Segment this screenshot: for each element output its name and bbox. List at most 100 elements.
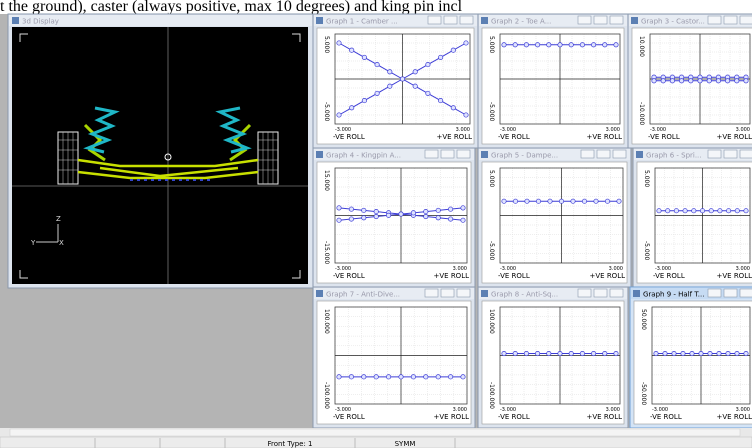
window-title: Graph 1 - Camber ... — [326, 18, 398, 26]
window-button[interactable] — [578, 16, 591, 24]
curve-point — [461, 206, 465, 210]
curve-point — [464, 41, 468, 45]
curve-point — [717, 351, 721, 355]
graph-window: Graph 7 - Anti-Dive...100.000-100.000-3.… — [313, 287, 475, 428]
screen: t the ground), caster (always positive, … — [0, 0, 752, 448]
window-button[interactable] — [457, 289, 470, 297]
window-button[interactable] — [597, 150, 610, 158]
y-min-label: -100.000 — [488, 382, 495, 409]
curve-point — [707, 79, 711, 83]
neg-roll-label: -VE ROLL — [498, 272, 530, 280]
curve-point — [464, 113, 468, 117]
plot-panel — [317, 301, 471, 424]
window-icon — [12, 17, 19, 24]
window-button[interactable] — [708, 16, 721, 24]
curve-point — [718, 209, 722, 213]
window-button[interactable] — [740, 289, 752, 297]
curve-point — [744, 209, 748, 213]
window-button[interactable] — [578, 289, 591, 297]
window-icon — [481, 290, 488, 297]
window-button[interactable] — [441, 150, 454, 158]
window-button[interactable] — [444, 16, 457, 24]
curve-point — [617, 199, 621, 203]
curve-point — [605, 199, 609, 203]
curve-point — [438, 55, 442, 59]
curve-point — [725, 79, 729, 83]
neg-roll-label: -VE ROLL — [333, 272, 365, 280]
window-button[interactable] — [457, 150, 470, 158]
pos-roll-label: +VE ROLL — [437, 133, 473, 141]
window-title: Graph 8 - Anti-Sq... — [491, 291, 558, 299]
display-window: 3d Display Z Y X — [8, 14, 313, 288]
y-min-label: -15.000 — [323, 241, 330, 264]
curve-point — [603, 43, 607, 47]
curve-point — [438, 98, 442, 102]
curve-point — [436, 208, 440, 212]
curve-point — [672, 351, 676, 355]
window-button[interactable] — [425, 289, 438, 297]
window-button[interactable] — [460, 16, 473, 24]
window-button[interactable] — [708, 289, 721, 297]
curve-point — [657, 209, 661, 213]
window-title: Graph 5 - Dampe... — [491, 152, 558, 160]
curve-point — [674, 209, 678, 213]
graph-window: Graph 9 - Half T...50.000-50.000-3.0003.… — [630, 287, 752, 428]
curve-point — [349, 375, 353, 379]
curve-point — [411, 211, 415, 215]
curve-point — [683, 209, 687, 213]
window-button[interactable] — [594, 16, 607, 24]
window-button[interactable] — [740, 16, 752, 24]
y-min-label: -5.000 — [488, 241, 495, 261]
y-max-label: 5.000 — [488, 36, 495, 53]
window-button[interactable] — [425, 150, 438, 158]
window-button[interactable] — [708, 150, 721, 158]
window-icon — [636, 151, 643, 158]
curve-point — [726, 209, 730, 213]
y-max-label: 5.000 — [643, 170, 650, 187]
plot-panel — [637, 162, 752, 283]
curve-point — [744, 351, 748, 355]
curve-point — [708, 351, 712, 355]
curve-point — [547, 351, 551, 355]
window-button[interactable] — [724, 289, 737, 297]
graph-window: Graph 4 - Kingpin A...15.000-15.000-3.00… — [313, 148, 475, 287]
curve-point — [424, 209, 428, 213]
curve-point — [670, 79, 674, 83]
y-max-label: 5.000 — [323, 36, 330, 53]
curve-point — [400, 77, 404, 81]
window-button[interactable] — [610, 16, 623, 24]
pos-roll-label: +VE ROLL — [717, 272, 752, 280]
curve-point — [571, 199, 575, 203]
window-button[interactable] — [610, 289, 623, 297]
curve-point — [374, 214, 378, 218]
curve-point — [558, 43, 562, 47]
window-icon — [481, 17, 488, 24]
graph-windows: Graph 1 - Camber ...5.000-5.000-3.0003.0… — [313, 14, 752, 428]
window-button[interactable] — [740, 150, 752, 158]
curve-point — [513, 43, 517, 47]
window-button[interactable] — [441, 289, 454, 297]
window-button[interactable] — [428, 16, 441, 24]
window-title: Graph 9 - Half T... — [643, 291, 704, 299]
scroll-thumb[interactable] — [10, 429, 740, 436]
status-bar — [0, 437, 752, 448]
curve-point — [547, 43, 551, 47]
window-button[interactable] — [594, 289, 607, 297]
y-min-label: -5.000 — [323, 102, 330, 122]
y-min-label: -5.000 — [488, 102, 495, 122]
curve-point — [399, 375, 403, 379]
window-button[interactable] — [581, 150, 594, 158]
curve-point — [350, 106, 354, 110]
pos-roll-label: +VE ROLL — [590, 272, 626, 280]
curve-point — [709, 209, 713, 213]
curve-point — [375, 62, 379, 66]
neg-roll-label: -VE ROLL — [333, 133, 365, 141]
window-button[interactable] — [724, 150, 737, 158]
curve-point — [337, 113, 341, 117]
curve-point — [399, 212, 403, 216]
curve-point — [349, 217, 353, 221]
window-button[interactable] — [613, 150, 626, 158]
window-button[interactable] — [724, 16, 737, 24]
